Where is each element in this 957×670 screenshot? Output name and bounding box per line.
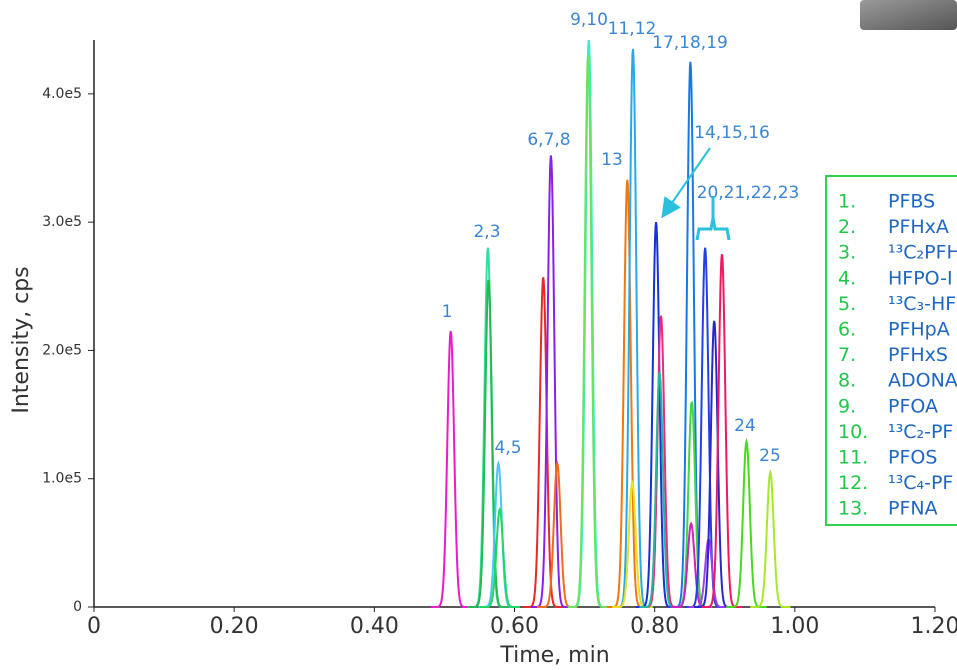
peak-label: 20,21,22,23 (697, 183, 800, 203)
y-tick-label: 3.0e5 (42, 214, 82, 230)
peak (567, 55, 609, 608)
peak (750, 469, 791, 608)
peak (479, 507, 520, 608)
plot-area: 0 1.0e5 2.0e5 3.0e5 4.0e5 0 0.20 0.40 0.60 0.80 1.… (42, 10, 957, 639)
legend-number: 3. (838, 242, 856, 264)
legend-box (825, 175, 957, 526)
x-axis-title: Time, min (499, 643, 609, 668)
x-tick-label: 0.20 (210, 614, 259, 639)
peak-label: 6,7,8 (527, 130, 570, 150)
peak-label: 4,5 (494, 438, 521, 458)
x-tick-label: 0.60 (490, 614, 539, 639)
peak (568, 39, 609, 608)
peak (726, 437, 767, 608)
legend-name: ADONA (888, 370, 957, 392)
y-tick-label: 4.0e5 (42, 86, 82, 102)
x-tick-label: 0.80 (630, 614, 679, 639)
x-tick-label: 0 (87, 614, 101, 639)
peak-label: 2,3 (473, 222, 500, 242)
legend-number: 13. (838, 498, 868, 520)
legend-name: PFNA (888, 498, 938, 520)
peak-label: 24 (734, 416, 756, 436)
legend-name: PFOS (888, 447, 937, 469)
legend-name: PFHpA (888, 319, 950, 341)
legend-number: 11. (838, 447, 868, 469)
peak-label: 13 (601, 150, 623, 170)
legend-name: ¹³C₄-PF (888, 472, 953, 494)
annotation-brace (695, 196, 731, 241)
legend-name: ¹³C₃-HF (888, 293, 956, 315)
y-axis-title: Intensity, cps (9, 266, 34, 413)
legend-name: HFPO-I (888, 267, 953, 289)
legend: 1. PFBS 2. PFHxA 3. ¹³C₂PFH 4. HFPO-I 5. ¹³C₃-HF 6… (838, 191, 957, 520)
legend-number: 10. (838, 421, 868, 443)
peak-label: 17,18,19 (652, 33, 728, 53)
x-tick-label: 1.20 (911, 614, 957, 639)
legend-number: 1. (838, 191, 856, 213)
peak (671, 401, 712, 608)
y-tick-label: 2.0e5 (42, 342, 82, 358)
legend-number: 9. (838, 395, 856, 417)
legend-name: PFBS (888, 191, 935, 213)
legend-number: 5. (838, 293, 856, 315)
legend-name: ¹³C₂PFH (888, 242, 957, 264)
peak (430, 331, 471, 608)
legend-number: 2. (838, 216, 856, 238)
legend-number: 6. (838, 319, 856, 341)
peak (468, 279, 509, 608)
peak-label: 25 (759, 446, 781, 466)
x-tick-label: 0.40 (350, 614, 399, 639)
legend-name: PFOA (888, 395, 938, 417)
legend-number: 8. (838, 370, 856, 392)
legend-name: PFHxS (888, 344, 948, 366)
peak-label: 9,10 (570, 10, 608, 30)
legend-name: PFHxA (888, 216, 949, 238)
legend-number: 12. (838, 472, 868, 494)
legend-number: 4. (838, 267, 856, 289)
y-tick-label: 1.0e5 (42, 471, 82, 487)
peak-label: 14,15,16 (694, 123, 770, 143)
y-tick-label: 0 (73, 599, 82, 615)
peak (635, 222, 677, 608)
peak (523, 277, 564, 608)
legend-name: ¹³C₂-PF (888, 421, 953, 443)
peak-label: 1 (442, 302, 453, 322)
instrument-photo (860, 0, 957, 30)
peak-label: 11,12 (608, 19, 657, 39)
legend-number: 7. (838, 344, 856, 366)
annotation-arrow (661, 147, 711, 219)
x-tick-label: 1.00 (770, 614, 819, 639)
